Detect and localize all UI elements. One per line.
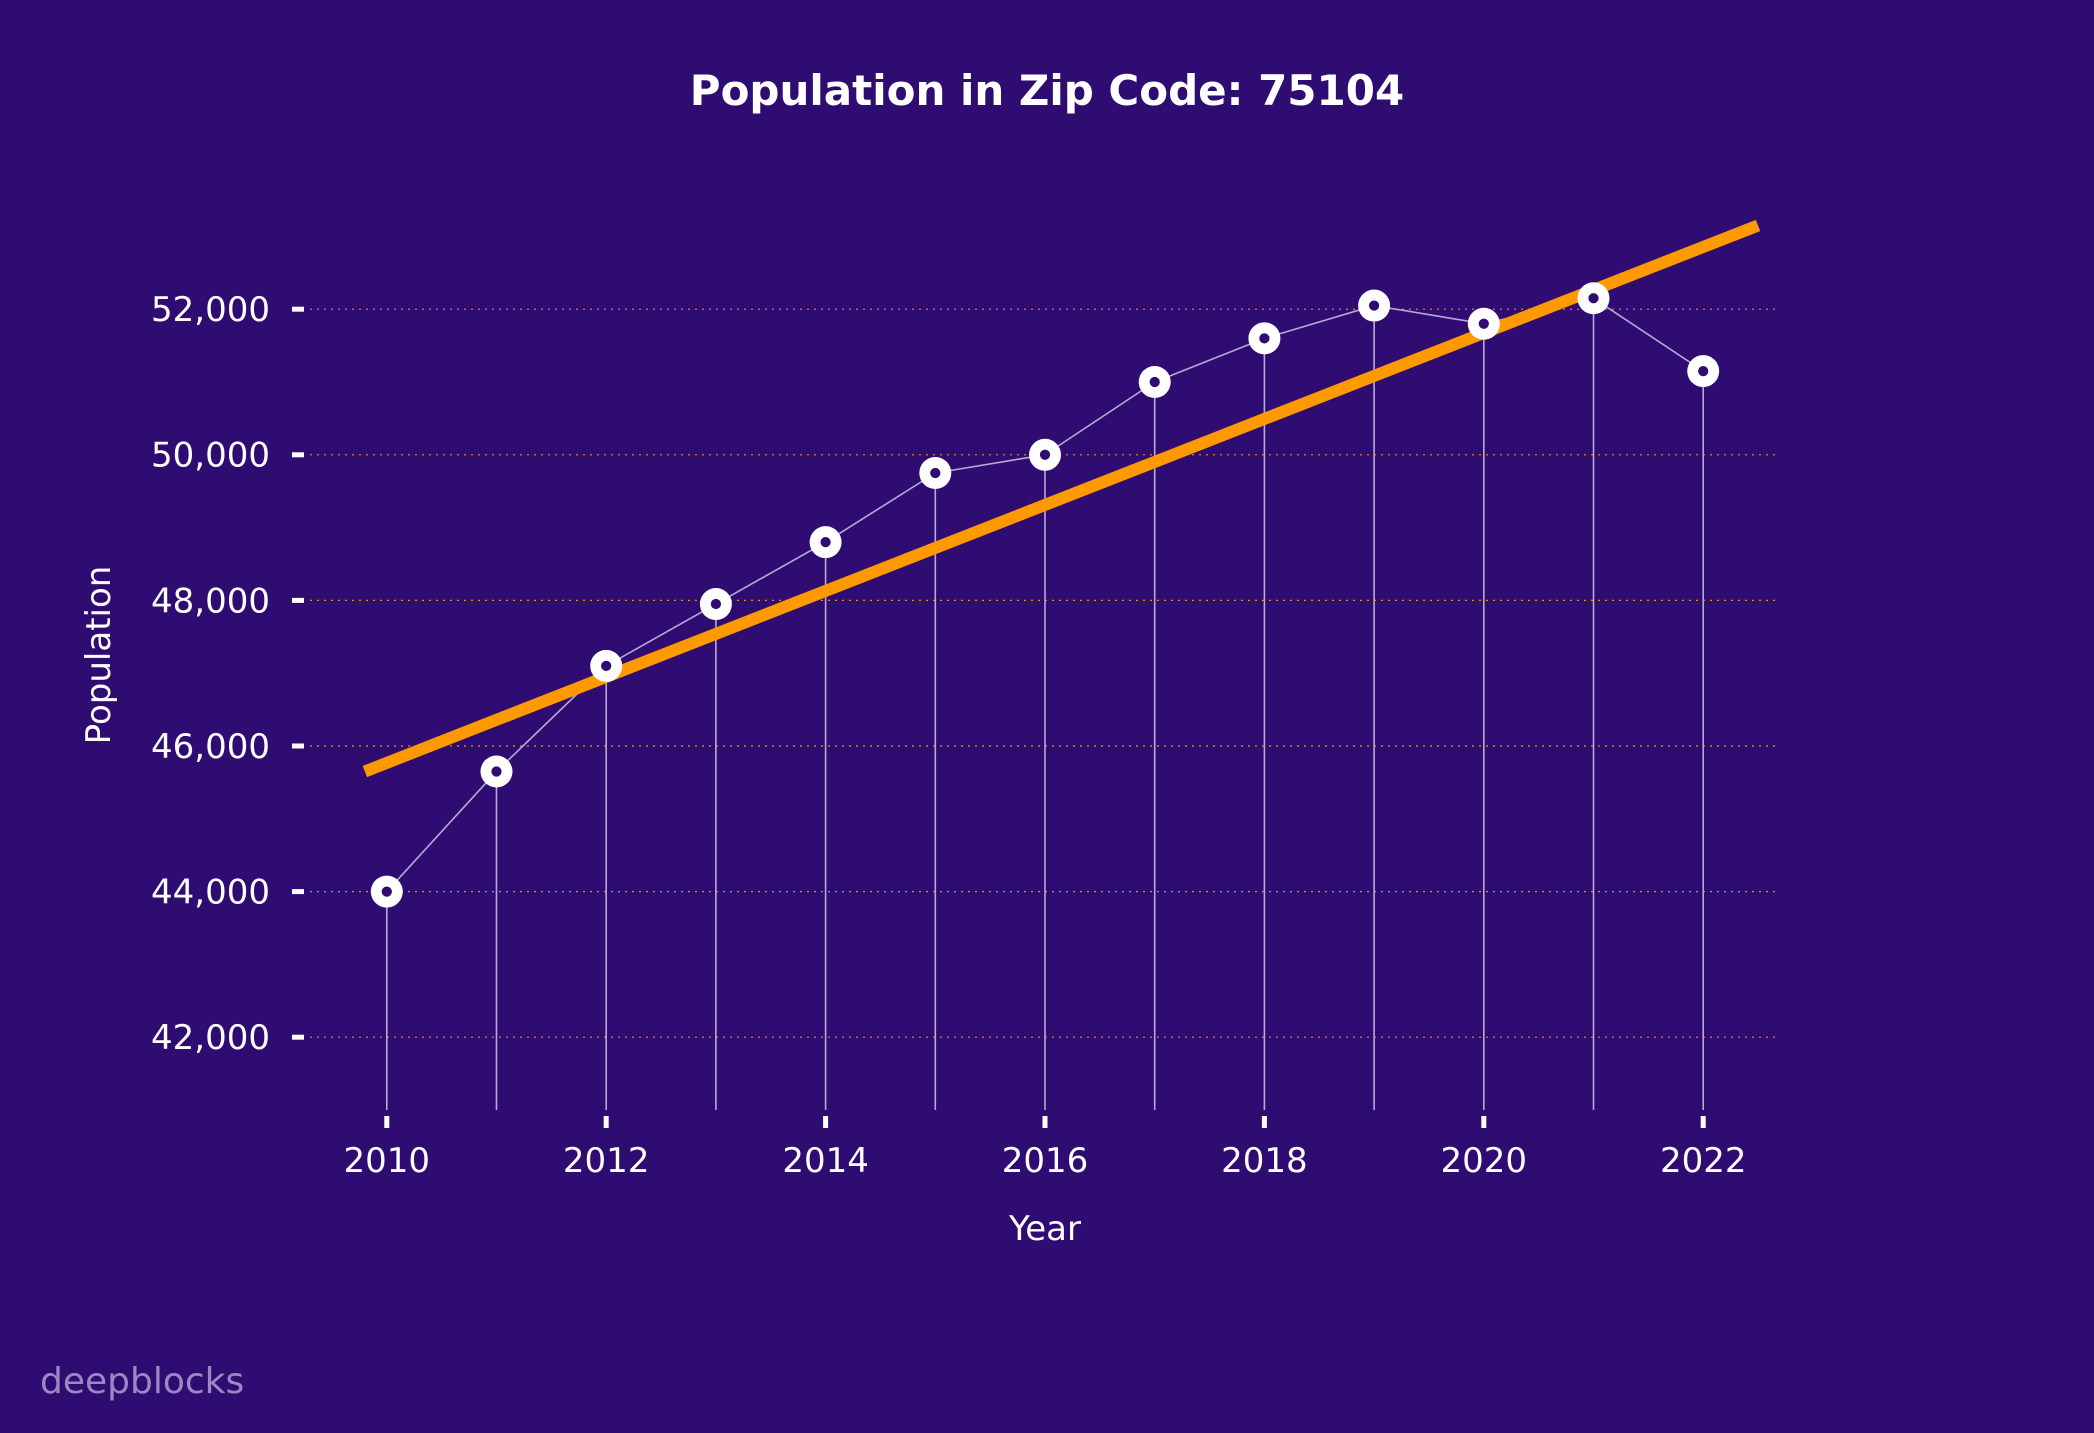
ytick-label: 50,000 (151, 436, 270, 476)
data-marker-inner (1369, 300, 1379, 310)
xtick-label: 2018 (1221, 1141, 1308, 1181)
data-marker-inner (382, 886, 392, 896)
data-marker-inner (601, 661, 611, 671)
ytick-label: 42,000 (151, 1018, 270, 1058)
y-axis-label: Population (79, 566, 119, 745)
ytick-label: 46,000 (151, 727, 270, 767)
data-marker-inner (820, 537, 830, 547)
ytick-label: 48,000 (151, 581, 270, 621)
xtick-label: 2014 (782, 1141, 869, 1181)
data-marker-inner (1040, 450, 1050, 460)
data-marker-inner (1698, 366, 1708, 376)
chart-container: Population in Zip Code: 75104 42,000 44,00… (0, 0, 2094, 1433)
ytick-label: 44,000 (151, 873, 270, 913)
x-axis-label: Year (1008, 1209, 1081, 1249)
xtick-label: 2022 (1660, 1141, 1747, 1181)
data-marker-inner (1259, 333, 1269, 343)
data-marker-inner (711, 599, 721, 609)
population-chart: Population in Zip Code: 75104 42,000 44,00… (0, 0, 2094, 1433)
watermark-text: deepblocks (40, 1361, 244, 1402)
xtick-label: 2010 (344, 1141, 431, 1181)
xtick-label: 2016 (1002, 1141, 1089, 1181)
data-marker-inner (1479, 319, 1489, 329)
data-marker-inner (491, 766, 501, 776)
xtick-label: 2012 (563, 1141, 650, 1181)
data-marker-inner (1150, 377, 1160, 387)
data-marker-inner (1588, 293, 1598, 303)
xtick-label: 2020 (1441, 1141, 1528, 1181)
chart-title: Population in Zip Code: 75104 (690, 66, 1404, 115)
data-marker-inner (930, 468, 940, 478)
ytick-label: 52,000 (151, 290, 270, 330)
